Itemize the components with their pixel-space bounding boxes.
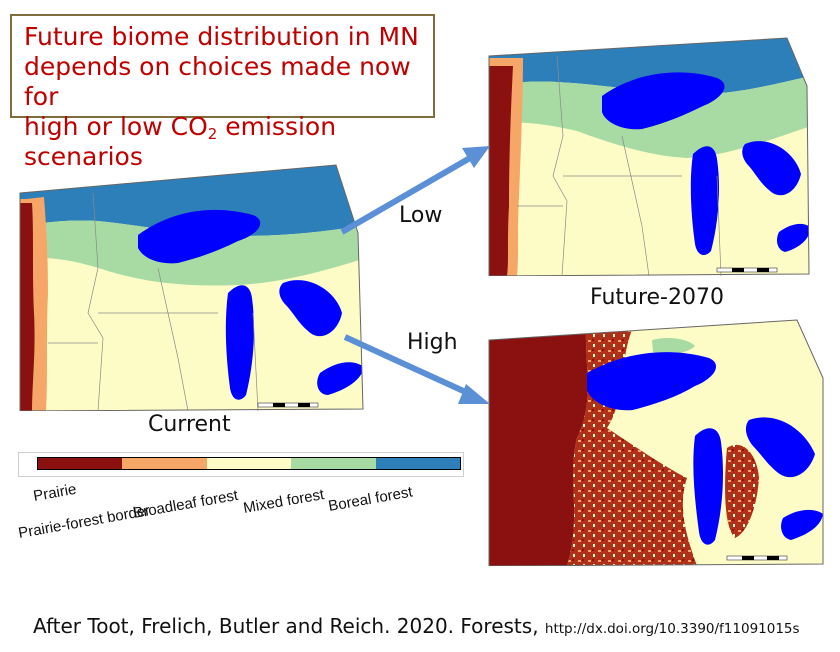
state-borders [48, 192, 259, 411]
legend-swatch-3 [291, 458, 376, 469]
map-future-low [487, 36, 811, 276]
title-line-1: Future biome distribution in MN [24, 22, 419, 51]
title-line-2: depends on choices made now for [24, 52, 411, 111]
map-current-graphic [19, 164, 364, 411]
lake-superior-low [602, 72, 725, 130]
prairie-region-high [489, 320, 588, 566]
citation-text: After Toot, Frelich, Butler and Reich. 2… [33, 614, 539, 638]
prairie-region [20, 203, 35, 411]
lake-huron [279, 280, 342, 337]
scale-bar-high [726, 555, 788, 561]
scale-bar-low [716, 267, 778, 273]
arrow-low-head [462, 146, 490, 168]
current-caption: Current [148, 412, 231, 437]
mixed-remnant-high [652, 338, 695, 354]
title-line-3: high or low CO2 emission scenarios [24, 112, 337, 171]
citation: After Toot, Frelich, Butler and Reich. 2… [33, 614, 800, 638]
high-scenario-label: High [407, 330, 458, 355]
low-scenario-label: Low [399, 203, 443, 228]
michigan-prairie-high [725, 444, 759, 538]
map-current [18, 163, 366, 411]
arrow-high [343, 334, 472, 397]
lake-erie [317, 362, 363, 395]
citation-link[interactable]: http://dx.doi.org/10.3390/f11091015s [544, 621, 800, 637]
legend-swatch-1 [122, 458, 207, 469]
map-low-graphic [488, 37, 810, 276]
lake-superior [138, 209, 261, 264]
title-box: Future biome distribution in MN depends … [10, 14, 435, 171]
lake-michigan-high [693, 428, 723, 545]
future-caption: Future-2070 [590, 285, 724, 310]
arrow-low [340, 155, 472, 235]
state-borders-low [517, 55, 722, 276]
lake-huron-low [742, 141, 801, 196]
legend-frame [18, 452, 464, 477]
scale-bar [257, 402, 319, 408]
arrow-high-head [458, 384, 490, 404]
prairie-region-low [489, 66, 513, 276]
map-high-graphic [488, 319, 824, 566]
lake-erie-low [777, 223, 809, 252]
legend-color-bar [37, 457, 461, 470]
legend-swatch-4 [375, 458, 461, 469]
lake-michigan-low [690, 146, 719, 256]
legend-swatch-0 [38, 458, 123, 469]
legend-swatch-2 [206, 458, 292, 469]
lake-superior-high [587, 352, 717, 411]
lake-michigan [225, 285, 254, 400]
lake-erie-high [781, 509, 823, 540]
map-future-high [487, 318, 825, 566]
lake-huron-high [745, 417, 815, 478]
